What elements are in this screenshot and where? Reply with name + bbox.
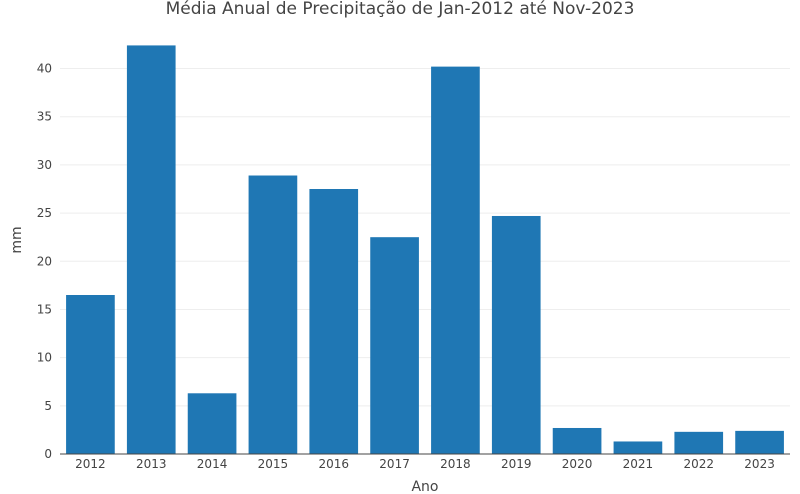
bar-2020[interactable]: [552, 427, 602, 454]
bar-2023[interactable]: [735, 430, 784, 454]
bar-2019[interactable]: [491, 215, 541, 454]
y-tick-label: 0: [44, 447, 52, 461]
bar-2012[interactable]: [66, 295, 115, 454]
bar-2018[interactable]: [431, 66, 480, 455]
bar-2013[interactable]: [126, 45, 176, 454]
x-axis-ticks: 2012 2013 2014 2015 2016 2017 2018 2019 2020 2021…: [75, 457, 775, 471]
bars: [66, 45, 784, 455]
x-tick-label: 2013: [136, 457, 167, 471]
y-tick-label: 10: [37, 351, 52, 365]
x-tick-label: 2015: [258, 457, 289, 471]
y-tick-label: 25: [37, 206, 52, 220]
x-tick-label: 2017: [379, 457, 410, 471]
gridlines: [60, 68, 790, 407]
y-tick-label: 40: [37, 62, 52, 76]
x-tick-label: 2012: [75, 457, 106, 471]
x-tick-label: 2016: [318, 457, 349, 471]
x-tick-label: 2020: [562, 457, 593, 471]
x-tick-label: 2018: [440, 457, 471, 471]
bar-2022[interactable]: [674, 431, 724, 454]
y-tick-label: 5: [44, 399, 52, 413]
x-tick-label: 2014: [197, 457, 228, 471]
y-axis-ticks: 0 5 10 15 20 25 30 35 40: [37, 62, 52, 461]
x-tick-label: 2022: [683, 457, 714, 471]
x-tick-label: 2019: [501, 457, 532, 471]
x-axis-title: Ano: [411, 479, 438, 494]
x-tick-label: 2021: [623, 457, 654, 471]
y-axis-title: mm: [9, 226, 25, 253]
x-tick-label: 2023: [744, 457, 775, 471]
bar-2016[interactable]: [309, 189, 359, 454]
y-tick-label: 15: [37, 302, 52, 316]
bar-2014[interactable]: [187, 393, 237, 454]
bar-2021[interactable]: [613, 441, 663, 454]
y-tick-label: 20: [37, 254, 52, 268]
chart-title: Média Anual de Precipitação de Jan-2012 …: [166, 0, 635, 19]
bar-2015[interactable]: [248, 175, 298, 454]
y-tick-label: 35: [37, 110, 52, 124]
bar-2017[interactable]: [370, 237, 419, 454]
y-tick-label: 30: [37, 158, 52, 172]
